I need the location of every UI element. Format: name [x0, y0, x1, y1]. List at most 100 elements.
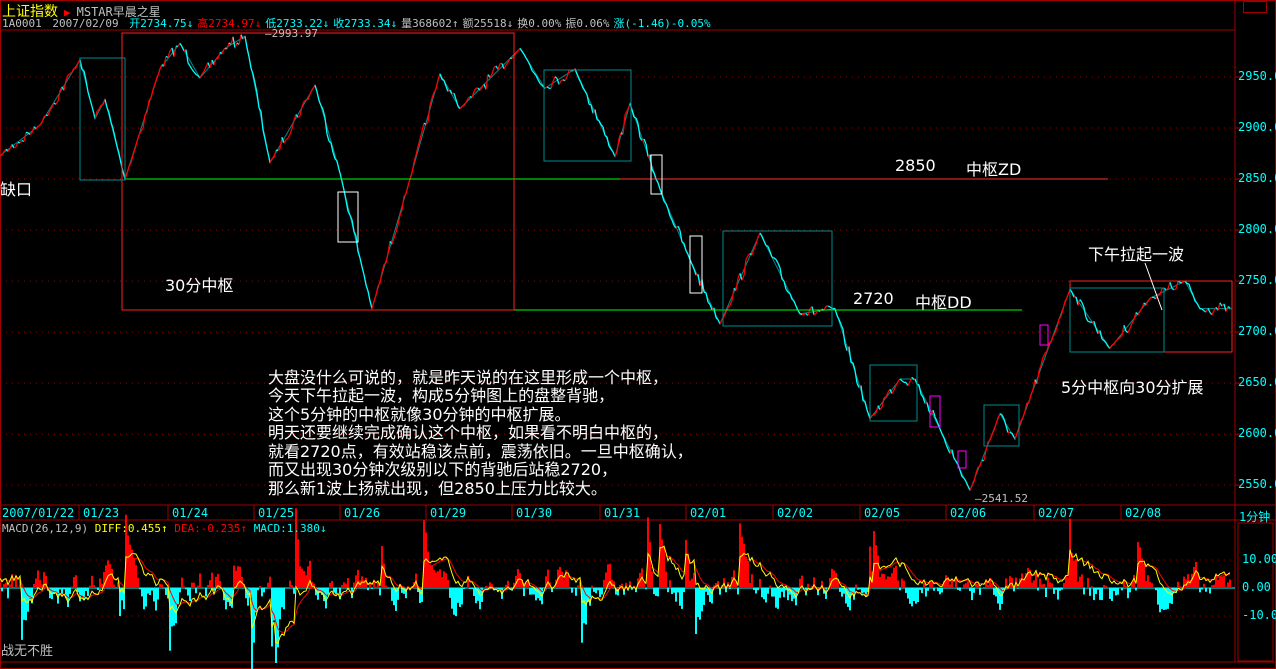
price-segment — [361, 266, 365, 275]
price-segment — [755, 236, 759, 245]
price-segment — [55, 100, 59, 105]
amplitude: 振0.06% — [565, 17, 610, 30]
price-segment — [661, 194, 665, 202]
price-segment — [421, 123, 425, 132]
price-segment — [1121, 325, 1125, 336]
price-segment — [31, 126, 35, 133]
price-segment — [1211, 310, 1215, 316]
price-segment — [1003, 418, 1007, 426]
price-segment — [558, 80, 562, 85]
price-segment — [789, 293, 793, 300]
expand-label: 5分中枢向30分扩展 — [1061, 378, 1204, 397]
price-segment — [893, 385, 897, 391]
price-segment — [1040, 357, 1044, 366]
price-segment — [365, 284, 369, 292]
price-segment — [891, 389, 895, 394]
price-segment — [885, 392, 889, 398]
price-segment — [578, 78, 582, 84]
price-segment — [769, 251, 773, 258]
price-segment — [1077, 299, 1081, 306]
price-segment — [1115, 338, 1119, 342]
price-segment — [465, 98, 469, 103]
price-segment — [535, 75, 539, 80]
triangle-icon[interactable]: ▶ — [64, 6, 71, 19]
afternoon-label: 下午拉起一波 — [1088, 245, 1185, 264]
y-tick-label: 2650.0 — [1238, 375, 1276, 390]
price-segment — [443, 80, 447, 87]
price-segment — [1044, 350, 1048, 354]
price-segment — [683, 243, 687, 251]
commentary-line: 那么新1波上扬就出现，但2850上压力比较大。 — [268, 478, 607, 498]
price-segment — [596, 119, 600, 122]
price-segment — [417, 139, 421, 147]
price-segment — [823, 305, 827, 311]
price-segment — [217, 52, 221, 59]
price-segment — [1207, 307, 1211, 313]
price-segment — [27, 132, 31, 136]
price-segment — [1217, 302, 1221, 311]
price-segment — [1188, 283, 1192, 291]
price-segment — [363, 274, 367, 286]
price-segment — [1117, 337, 1121, 340]
price-segment — [1201, 308, 1205, 312]
commentary-line: 就看2720点，有效站稳该点前，震荡依旧。一旦中枢确认， — [268, 441, 693, 461]
price-segment — [1179, 281, 1183, 284]
price-segment — [37, 124, 41, 127]
price-segment — [550, 81, 554, 89]
price-segment — [827, 305, 831, 308]
price-segment — [685, 250, 689, 255]
price-segment — [112, 128, 116, 138]
commentary-line: 明天还要继续完成确认这个中枢，如果看不明白中枢的， — [268, 423, 669, 442]
price-segment — [691, 264, 695, 270]
commentary-line: 这个5分钟的中枢就像30分钟的中枢扩展。 — [268, 404, 571, 424]
price-segment — [697, 273, 701, 287]
price-segment — [87, 91, 91, 100]
x-tick-label: 01/30 — [516, 506, 553, 520]
price-segment — [707, 301, 711, 305]
macd-dea: DEA:-0.235↑ — [174, 522, 248, 535]
price-segment — [515, 50, 519, 54]
price-segment — [918, 384, 922, 395]
macd-diff: DIFF:0.455↑ — [94, 522, 168, 535]
low: 低2733.22↓ — [265, 17, 330, 30]
price-segment — [842, 329, 846, 344]
period-button[interactable]: 1分钟 — [1239, 510, 1271, 524]
price-segment — [1165, 288, 1169, 291]
price-segment — [489, 73, 493, 78]
price-segment — [1020, 416, 1024, 422]
price-segment — [377, 282, 381, 287]
price-segment — [258, 107, 262, 112]
price-segment — [854, 370, 858, 384]
price-segment — [1046, 342, 1050, 352]
code: 1A0001 — [2, 17, 42, 30]
price-segment — [201, 71, 205, 75]
price-segment — [753, 243, 757, 250]
title-bar: 上证指数 ▶ MSTAR早晨之星 — [2, 1, 161, 21]
price-segment — [761, 235, 765, 242]
price-segment — [273, 150, 277, 158]
price-segment — [226, 42, 230, 50]
price-segment — [626, 106, 630, 112]
price-segment — [497, 63, 501, 70]
price-segment — [907, 381, 911, 386]
box-30min — [121, 32, 515, 311]
price-segment — [793, 300, 797, 307]
price-segment — [667, 208, 671, 217]
price-segment — [635, 117, 639, 124]
window-layout-icon[interactable] — [1243, 1, 1267, 13]
price-segment — [945, 443, 949, 450]
price-segment — [1056, 319, 1060, 328]
price-segment — [132, 148, 136, 156]
price-segment — [195, 73, 199, 77]
price-segment — [671, 219, 675, 226]
price-segment — [106, 107, 110, 113]
price-segment — [1, 151, 5, 156]
high-label: —2993.97 — [265, 27, 318, 40]
price-segment — [715, 317, 719, 321]
price-segment — [1075, 296, 1079, 306]
price-segment — [326, 133, 330, 142]
price-segment — [347, 210, 351, 216]
price-segment — [108, 112, 112, 123]
price-segment — [531, 70, 535, 74]
